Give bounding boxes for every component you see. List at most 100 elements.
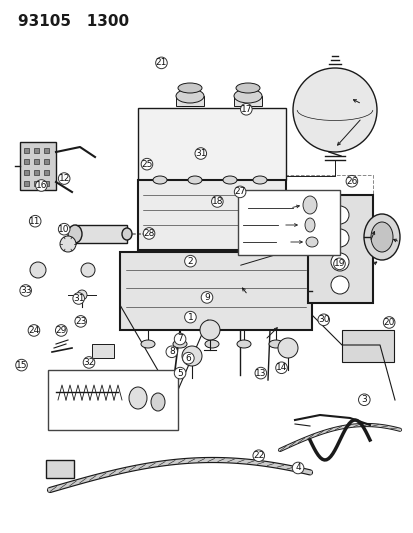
Ellipse shape — [178, 83, 202, 93]
Circle shape — [81, 263, 95, 277]
Circle shape — [211, 196, 223, 207]
Text: 21: 21 — [155, 59, 167, 67]
Circle shape — [30, 262, 46, 278]
Circle shape — [330, 206, 348, 224]
Text: 93105   1300: 93105 1300 — [18, 14, 129, 29]
Text: 15: 15 — [16, 361, 27, 369]
Bar — [120, 252, 311, 330]
Circle shape — [55, 325, 67, 336]
Circle shape — [240, 103, 252, 115]
Circle shape — [330, 276, 348, 294]
Ellipse shape — [236, 340, 250, 348]
Circle shape — [254, 367, 266, 379]
Bar — [44, 181, 49, 186]
Text: 33: 33 — [20, 286, 31, 295]
Ellipse shape — [252, 176, 266, 184]
Text: 3: 3 — [361, 395, 366, 404]
Bar — [46, 460, 74, 478]
Circle shape — [58, 223, 70, 235]
Text: 31: 31 — [195, 149, 206, 158]
Text: 11: 11 — [29, 217, 41, 225]
Circle shape — [358, 394, 369, 406]
Circle shape — [252, 450, 264, 462]
Circle shape — [143, 228, 154, 239]
Text: 28: 28 — [143, 229, 154, 238]
Text: 6: 6 — [185, 354, 191, 362]
Text: 7: 7 — [177, 335, 183, 343]
Text: 9: 9 — [204, 293, 209, 302]
Bar — [24, 170, 29, 175]
Bar — [20, 142, 56, 190]
Circle shape — [277, 338, 297, 358]
Text: 18: 18 — [211, 197, 223, 206]
Circle shape — [234, 186, 245, 198]
Ellipse shape — [176, 89, 204, 103]
Ellipse shape — [141, 340, 154, 348]
Circle shape — [77, 290, 87, 300]
Circle shape — [155, 57, 167, 69]
Text: 22: 22 — [252, 451, 264, 460]
Ellipse shape — [153, 176, 166, 184]
Ellipse shape — [223, 176, 236, 184]
Ellipse shape — [188, 176, 202, 184]
Circle shape — [29, 215, 41, 227]
Circle shape — [345, 175, 357, 187]
Text: 30: 30 — [317, 316, 329, 324]
Circle shape — [36, 180, 47, 191]
Ellipse shape — [122, 228, 132, 240]
Circle shape — [28, 325, 40, 336]
Circle shape — [199, 320, 219, 340]
Circle shape — [182, 346, 202, 366]
Circle shape — [83, 357, 95, 368]
Circle shape — [184, 255, 196, 267]
Bar — [75, 225, 127, 243]
Circle shape — [275, 362, 287, 374]
Bar — [24, 159, 29, 164]
Text: 2: 2 — [187, 257, 193, 265]
Bar — [34, 181, 39, 186]
Bar — [341, 330, 393, 362]
Ellipse shape — [370, 222, 392, 252]
Text: 14: 14 — [275, 364, 287, 372]
Circle shape — [20, 285, 31, 296]
Text: 19: 19 — [333, 260, 344, 268]
Text: 4: 4 — [294, 464, 300, 472]
Circle shape — [292, 462, 303, 474]
Circle shape — [174, 367, 185, 379]
Bar — [44, 159, 49, 164]
Circle shape — [195, 148, 206, 159]
Bar — [44, 170, 49, 175]
Text: 1: 1 — [187, 313, 193, 321]
Text: 29: 29 — [55, 326, 67, 335]
Bar — [24, 181, 29, 186]
Circle shape — [141, 158, 152, 170]
Ellipse shape — [173, 340, 187, 348]
Text: 24: 24 — [28, 326, 40, 335]
Circle shape — [382, 317, 394, 328]
Circle shape — [73, 293, 84, 304]
Ellipse shape — [302, 196, 316, 214]
Circle shape — [317, 314, 329, 326]
Text: 8: 8 — [169, 348, 174, 356]
Text: 5: 5 — [177, 369, 183, 377]
Circle shape — [330, 253, 348, 271]
Circle shape — [166, 346, 177, 358]
Circle shape — [330, 229, 348, 247]
Text: 20: 20 — [382, 318, 394, 327]
Text: 17: 17 — [240, 105, 252, 114]
Bar — [34, 148, 39, 153]
Text: 13: 13 — [254, 369, 266, 377]
Text: 16: 16 — [36, 181, 47, 190]
Text: 27: 27 — [234, 188, 245, 196]
Ellipse shape — [304, 218, 314, 232]
Circle shape — [60, 236, 76, 252]
Text: 23: 23 — [75, 317, 86, 326]
Bar — [92, 344, 114, 358]
Text: 26: 26 — [345, 177, 357, 185]
Bar — [34, 159, 39, 164]
Ellipse shape — [129, 387, 147, 409]
Bar — [237, 190, 339, 255]
Circle shape — [58, 173, 70, 184]
Bar — [48, 370, 178, 430]
Ellipse shape — [233, 89, 261, 103]
